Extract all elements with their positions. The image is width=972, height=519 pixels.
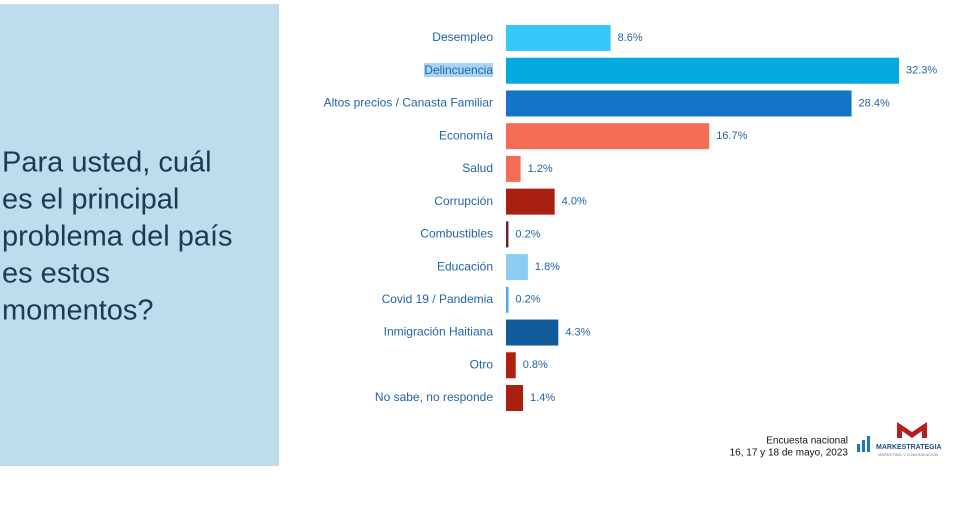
bar xyxy=(506,188,555,215)
value-label: 0.8% xyxy=(523,359,548,371)
tagline: MARKETING Y COMUNICACIÓN xyxy=(878,452,938,457)
heading-line: es el principal xyxy=(2,184,179,216)
bar xyxy=(506,254,528,281)
value-label: 8.6% xyxy=(618,32,643,44)
logo: MARKESTRATEGIA MARKETING Y COMUNICACIÓN xyxy=(857,422,942,457)
value-label: 0.2% xyxy=(515,294,540,306)
bar xyxy=(506,155,521,182)
brand: MARKESTRATEGIA xyxy=(876,444,942,451)
bar xyxy=(506,385,524,411)
bar xyxy=(506,286,509,313)
category-label: Delincuencia xyxy=(424,63,493,77)
value-label: 32.3% xyxy=(906,65,937,77)
bar-chart: Desempleo 8.6% Delincuencia 32.3% Altos prec… xyxy=(324,25,937,411)
bar xyxy=(506,25,611,51)
title-panel xyxy=(0,4,279,466)
category-label: Salud xyxy=(462,161,493,175)
heading-line: es estos xyxy=(2,258,110,290)
category-label: Covid 19 / Pandemia xyxy=(382,292,494,306)
category-label: Desempleo xyxy=(432,30,493,44)
value-label: 28.4% xyxy=(859,97,890,109)
bar xyxy=(506,123,710,150)
value-label: 4.3% xyxy=(565,326,590,338)
bar xyxy=(506,319,559,346)
heading-line: Para usted, cuál xyxy=(2,147,212,179)
value-label: 0.2% xyxy=(515,228,540,240)
date-note: 16, 17 y 18 de mayo, 2023 xyxy=(730,448,849,459)
value-label: 1.8% xyxy=(535,261,560,273)
bar xyxy=(506,57,899,84)
source-note: Encuesta nacional xyxy=(766,436,848,447)
category-label: Inmigración Haitiana xyxy=(384,325,494,339)
value-label: 1.2% xyxy=(528,163,553,175)
category-label: Combustibles xyxy=(420,227,493,241)
bar xyxy=(506,90,852,117)
category-label: Otro xyxy=(470,357,494,371)
category-label: Altos precios / Canasta Familiar xyxy=(324,96,493,110)
category-label: Educación xyxy=(437,259,493,273)
category-label: Economía xyxy=(439,128,493,142)
heading-line: momentos? xyxy=(2,295,154,327)
heading: Para usted, cuál es el principal problema … xyxy=(2,147,233,327)
value-label: 1.4% xyxy=(530,392,555,404)
bar xyxy=(506,352,516,379)
heading-line: problema del país xyxy=(2,221,233,253)
category-label: No sabe, no responde xyxy=(375,390,493,404)
bar xyxy=(506,221,509,248)
category-label: Corrupción xyxy=(434,194,493,208)
value-label: 16.7% xyxy=(716,130,747,142)
value-label: 4.0% xyxy=(562,196,587,208)
selection-highlight xyxy=(424,63,493,77)
